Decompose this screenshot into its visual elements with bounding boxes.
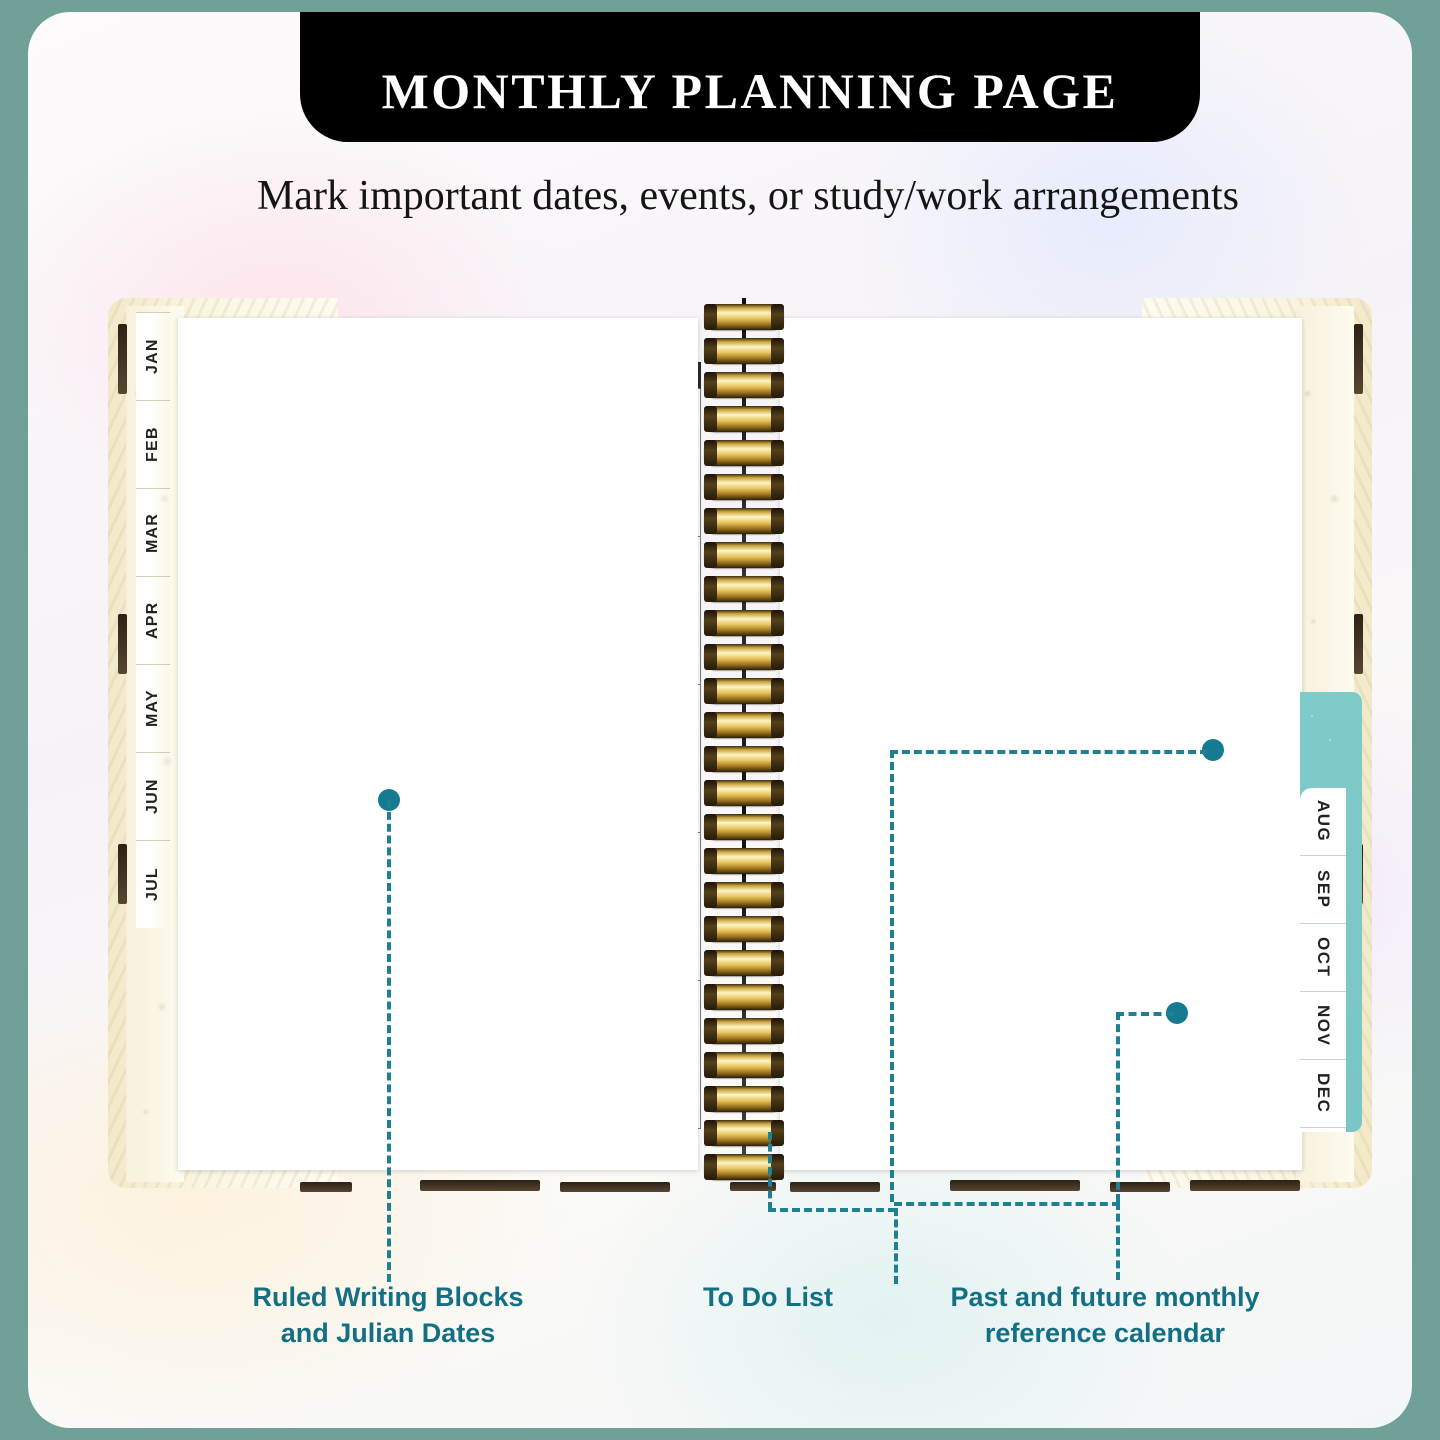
- spiral-coil: [704, 780, 784, 806]
- caption-line-1: To Do List: [703, 1282, 833, 1312]
- callout-line-todo-c: [894, 1208, 898, 1284]
- spiral-coil: [704, 610, 784, 636]
- spiral-coil: [704, 372, 784, 398]
- month-tab-jan[interactable]: JAN: [136, 312, 170, 400]
- book-edge-mark: [790, 1182, 880, 1192]
- book-edge-mark: [560, 1182, 670, 1192]
- spiral-coil: [704, 304, 784, 330]
- spiral-coil: [704, 678, 784, 704]
- month-tabs-left[interactable]: JAN FEB MAR APR MAY JUN JUL: [136, 312, 170, 928]
- month-tab-sep[interactable]: SEP: [1300, 856, 1346, 924]
- month-tab-oct[interactable]: OCT: [1300, 924, 1346, 992]
- page-subtitle: Mark important dates, events, or study/w…: [256, 173, 1240, 219]
- callout-line-todo-b: [768, 1208, 896, 1212]
- spiral-coil: [704, 1086, 784, 1112]
- spiral-coil: [704, 950, 784, 976]
- spiral-coil: [704, 712, 784, 738]
- spiral-coil: [704, 1154, 784, 1180]
- book-edge-mark: [118, 844, 127, 904]
- spiral-coil: [704, 338, 784, 364]
- month-tabs-right[interactable]: AUG SEP OCT NOV DEC: [1300, 788, 1346, 1132]
- page-title: MONTHLY PLANNING PAGE: [381, 63, 1119, 119]
- month-tab-apr[interactable]: APR: [136, 576, 170, 664]
- caption-line-1: Past and future monthly: [950, 1282, 1260, 1312]
- spiral-coil: [704, 984, 784, 1010]
- month-tab-jul[interactable]: JUL: [136, 840, 170, 928]
- book-edge-mark: [730, 1182, 776, 1191]
- month-tab-jun[interactable]: JUN: [136, 752, 170, 840]
- spiral-coil: [704, 440, 784, 466]
- caption-ruled-blocks: Ruled Writing Blocks and Julian Dates: [203, 1280, 573, 1351]
- callout-line-reference-e: [894, 1202, 1120, 1206]
- book-edge-mark: [118, 324, 127, 394]
- caption-todo-list: To Do List: [668, 1280, 868, 1316]
- planner-page-left: [178, 318, 698, 1170]
- spiral-coil: [704, 814, 784, 840]
- month-tab-aug[interactable]: AUG: [1300, 788, 1346, 856]
- spiral-coil: [704, 1052, 784, 1078]
- book-edge-mark: [1354, 614, 1363, 674]
- month-tab-nov[interactable]: NOV: [1300, 992, 1346, 1060]
- month-tab-feb[interactable]: FEB: [136, 400, 170, 488]
- spiral-coil: [704, 644, 784, 670]
- spiral-coil: [704, 508, 784, 534]
- month-tab-may[interactable]: MAY: [136, 664, 170, 752]
- book-edge-mark: [950, 1180, 1080, 1191]
- book-edge-mark: [118, 614, 127, 674]
- spiral-coil: [704, 474, 784, 500]
- spiral-coil: [704, 542, 784, 568]
- caption-line-2: and Julian Dates: [280, 1317, 496, 1348]
- caption-line-1: Ruled Writing Blocks: [252, 1282, 524, 1312]
- caption-line-2: reference calendar: [984, 1317, 1226, 1348]
- book-edge-mark: [300, 1182, 352, 1192]
- spiral-coil: [704, 916, 784, 942]
- title-banner: MONTHLY PLANNING PAGE: [300, 12, 1200, 142]
- book-edge-mark: [420, 1180, 540, 1191]
- spiral-binding: [700, 298, 788, 1180]
- month-tabs-right-panel: AUG SEP OCT NOV DEC: [1300, 692, 1362, 1132]
- caption-reference-calendar: Past and future monthly reference calenda…: [916, 1280, 1294, 1351]
- spiral-coil: [704, 406, 784, 432]
- book-edge-mark: [1354, 324, 1363, 394]
- month-tab-dec[interactable]: DEC: [1300, 1060, 1346, 1128]
- planner-page-right: [780, 318, 1302, 1170]
- book-edge-mark: [1190, 1180, 1300, 1191]
- spiral-coil: [704, 848, 784, 874]
- spiral-coil: [704, 576, 784, 602]
- spiral-coil: [704, 882, 784, 908]
- spiral-coil: [704, 1120, 784, 1146]
- callout-line-reference-f: [1116, 1202, 1120, 1280]
- spiral-coil: [704, 746, 784, 772]
- book-edge-mark: [1110, 1182, 1170, 1192]
- book-spine: [742, 298, 746, 1178]
- month-tab-mar[interactable]: MAR: [136, 488, 170, 576]
- spiral-coil: [704, 1018, 784, 1044]
- content-panel: MONTHLY PLANNING PAGE Mark important dat…: [28, 12, 1412, 1428]
